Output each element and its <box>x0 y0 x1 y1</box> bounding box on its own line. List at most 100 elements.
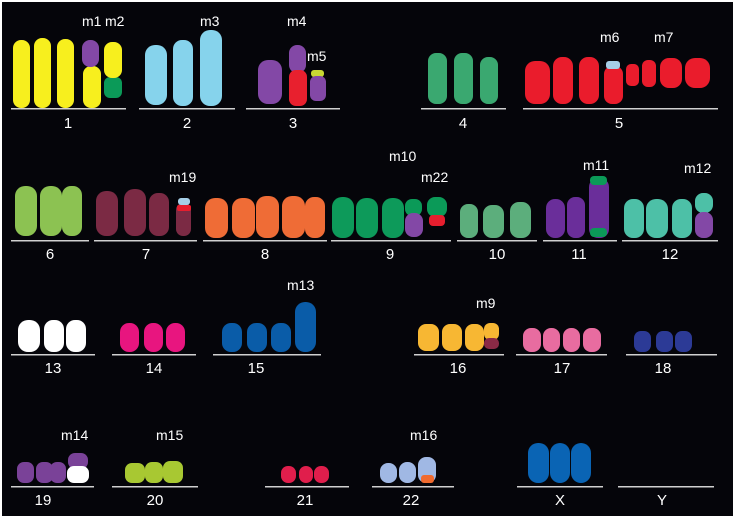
baseline-8 <box>203 240 327 242</box>
chromosome-11-b <box>567 197 585 238</box>
chromosome-group-17 <box>523 328 601 352</box>
marker-m12-bottom <box>695 212 713 238</box>
chromosome-15-b <box>247 323 267 352</box>
chromosome-group-12 <box>624 193 713 238</box>
chromosome-7-b <box>124 189 146 236</box>
baseline-2 <box>139 108 235 110</box>
chromosome-9-a <box>332 197 354 238</box>
chromosome-2-a <box>145 45 167 105</box>
chromosome-label-7: 7 <box>142 246 150 263</box>
chromosome-label-22: 22 <box>403 492 420 509</box>
baseline-15 <box>213 354 321 356</box>
marker-m11-bottom <box>590 228 607 237</box>
marker-m2-top <box>104 42 122 78</box>
chromosome-3-a <box>258 60 282 104</box>
chromosome-labels: 1 2 3 4 5 6 7 8 9 10 11 12 13 14 15 16 1… <box>35 115 679 509</box>
chromosome-18-c <box>675 331 692 352</box>
chromosome-group-1 <box>13 38 122 108</box>
marker-m7-c <box>660 58 682 88</box>
chromosome-group-3 <box>258 45 326 106</box>
chromosome-21-c <box>314 466 329 483</box>
chromosome-label-14: 14 <box>146 360 163 377</box>
chromosome-label-17: 17 <box>554 360 571 377</box>
marker-m5-lime <box>311 70 324 77</box>
chromosome-12-b <box>646 199 668 238</box>
chromosome-10-a <box>460 204 478 238</box>
chromosome-21-b <box>299 466 313 483</box>
chromosome-group-15 <box>222 302 316 352</box>
chromosome-19-c <box>50 462 66 483</box>
chromosome-label-4: 4 <box>459 115 467 132</box>
chromosome-group-19 <box>17 453 89 483</box>
marker-m19-cap <box>178 198 190 205</box>
marker-m4-red <box>289 70 307 106</box>
chromosome-13-c <box>66 320 86 352</box>
marker-label-m10: m10 <box>389 148 416 164</box>
chromosome-18-b <box>656 331 673 352</box>
baseline-22 <box>372 486 454 488</box>
marker-m19-band <box>177 205 191 211</box>
chromosome-13-b <box>44 320 64 352</box>
chromosome-10-b <box>483 205 504 238</box>
chromosome-group-11 <box>546 176 609 238</box>
chromosome-9-c <box>382 198 404 238</box>
marker-label-m13: m13 <box>287 277 314 293</box>
baseline-11 <box>543 240 617 242</box>
marker-label-m5: m5 <box>307 48 327 64</box>
baseline-3 <box>246 108 340 110</box>
marker-label-m6: m6 <box>600 29 620 45</box>
chromosome-16-b <box>442 324 462 351</box>
marker-label-m3: m3 <box>200 13 220 29</box>
chromosome-8-b <box>232 198 255 238</box>
chromosome-8-d <box>282 196 305 238</box>
chromosome-14-b <box>144 323 163 352</box>
baseline-X <box>517 486 603 488</box>
chromosome-4-a <box>428 53 447 104</box>
marker-m11-body <box>589 178 609 238</box>
chromosome-label-19: 19 <box>35 492 52 509</box>
chromosome-group-10 <box>460 202 531 238</box>
marker-m22-red <box>429 215 445 226</box>
marker-m6-cap <box>606 61 620 69</box>
chromosome-1-a <box>13 40 30 108</box>
chromosome-group-4 <box>428 53 498 104</box>
chromosome-7-c <box>149 193 169 236</box>
chromosome-group-9 <box>332 197 447 238</box>
marker-m7-a <box>626 64 639 86</box>
marker-m5-purple <box>310 76 326 101</box>
marker-m14-bottom <box>67 466 89 483</box>
chromosome-22-b <box>399 462 416 483</box>
chromosome-7-a <box>96 191 118 236</box>
chromosome-6-b <box>40 186 62 236</box>
baseline-10 <box>457 240 537 242</box>
chromosome-4-c <box>480 57 498 104</box>
chromosome-4-b <box>454 53 473 104</box>
marker-label-m11: m11 <box>583 157 609 173</box>
chromosome-group-7 <box>96 189 191 236</box>
marker-label-m22: m22 <box>421 169 448 185</box>
chromosome-label-2: 2 <box>183 115 191 132</box>
chromosome-label-Y: Y <box>657 492 667 509</box>
chromosome-group-21 <box>281 466 329 483</box>
chromosome-19-a <box>17 462 34 483</box>
marker-m10-purple <box>405 213 423 237</box>
marker-m7-d <box>685 58 710 88</box>
baseline-4 <box>421 108 506 110</box>
chromosome-label-3: 3 <box>289 115 297 132</box>
baseline-5 <box>523 108 718 110</box>
marker-label-m7: m7 <box>654 29 674 45</box>
chromosome-5-a <box>525 61 550 104</box>
marker-label-m2: m2 <box>105 13 125 29</box>
chromosome-1-b <box>34 38 51 108</box>
chromosome-label-16: 16 <box>450 360 467 377</box>
baselines <box>11 108 718 488</box>
chromosome-X-a <box>528 443 549 483</box>
chromosome-20-c <box>163 461 183 483</box>
marker-label-m19: m19 <box>169 169 196 185</box>
chromosome-group-14 <box>120 323 185 352</box>
marker-m2-chromosome <box>104 77 122 98</box>
marker-m22-green <box>427 197 447 217</box>
chromosome-label-11: 11 <box>571 246 587 263</box>
baseline-17 <box>516 354 607 356</box>
chromosome-group-22 <box>380 457 436 483</box>
